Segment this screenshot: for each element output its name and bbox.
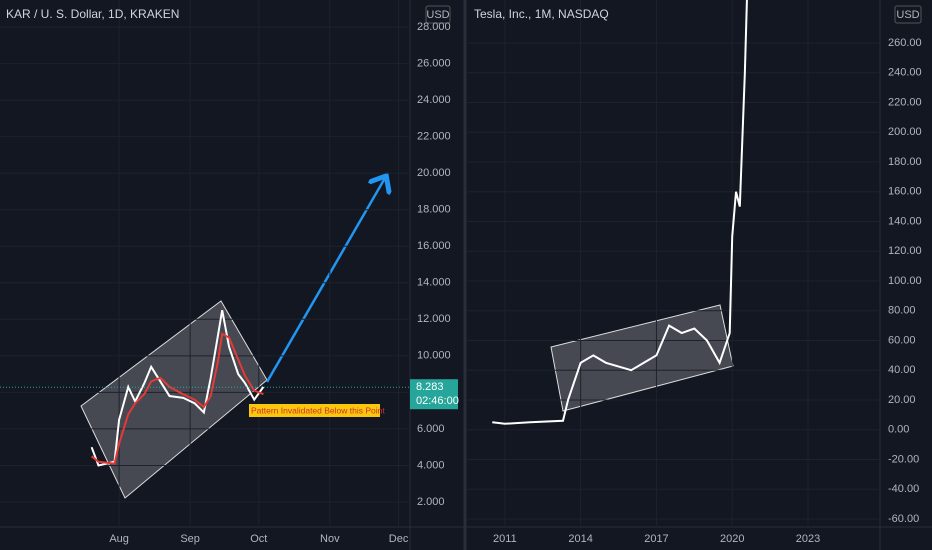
projection-arrow [265,178,385,383]
x-tick-label: 2011 [493,533,517,545]
y-tick-label: 20.00 [888,394,916,406]
currency: USD [426,9,449,21]
y-tick-label: 20.000 [417,167,451,179]
currency: USD [896,9,919,21]
y-tick-label: 80.00 [888,305,916,317]
y-tick-label: 22.000 [417,131,451,143]
price-line [90,309,265,467]
y-tick-label: 60.00 [888,334,916,346]
y-tick-label: 4.000 [417,459,445,471]
annotation: Pattern Invalidated Below this Point [251,405,385,415]
y-tick-label: 26.000 [417,57,451,69]
x-tick-label: 2020 [720,533,744,545]
y-tick-label: 220.00 [888,96,922,108]
y-tick-label: 100.00 [888,275,922,287]
annotation-box [249,404,380,417]
y-tick-label: 240.00 [888,67,922,79]
x-tick-label: 2014 [568,533,592,545]
x-tick-label: 2017 [644,533,668,545]
countdown: 02:46:00 [416,395,459,407]
chart-title: KAR / U. S. Dollar, 1D, KRAKEN [6,7,179,21]
price-tag [410,379,458,410]
y-tick-label: 200.00 [888,126,922,138]
y-tick-label: 2.000 [417,496,445,508]
y-tick-label: 14.000 [417,277,451,289]
y-tick-label: 6.000 [417,423,445,435]
chart-title: Tesla, Inc., 1M, NASDAQ [474,7,609,21]
x-tick-label: Dec [389,533,409,545]
y-tick-label: 16.000 [417,240,451,252]
plot-right [467,0,880,527]
y-tick-label: 140.00 [888,215,922,227]
y-tick-label: 24.000 [417,94,451,106]
y-tick-label: 18.000 [417,204,451,216]
y-tick-label: 120.00 [888,245,922,257]
y-tick-label: -60.00 [888,513,919,525]
y-tick-label: 180.00 [888,156,922,168]
y-tick-label: 10.000 [417,350,451,362]
y-tick-label: -20.00 [888,453,919,465]
x-tick-label: 2023 [796,533,820,545]
price-line [90,332,264,465]
y-tick-label: 28.000 [417,21,451,33]
price-line [492,0,748,425]
price-tag-value: 8.283 [416,381,444,393]
x-tick-label: Aug [109,533,129,545]
currency-badge [425,5,451,24]
x-tick-label: Nov [320,533,340,545]
y-tick-label: 12.000 [417,313,451,325]
y-tick-label: 40.00 [888,364,916,376]
y-tick-label: -40.00 [888,483,919,495]
x-tick-label: Sep [180,533,200,545]
y-tick-label: 260.00 [888,37,922,49]
plot-left [0,0,410,527]
currency-badge [894,5,922,24]
y-tick-label: 160.00 [888,186,922,198]
x-tick-label: Oct [250,533,267,545]
y-tick-label: 0.00 [888,424,909,436]
